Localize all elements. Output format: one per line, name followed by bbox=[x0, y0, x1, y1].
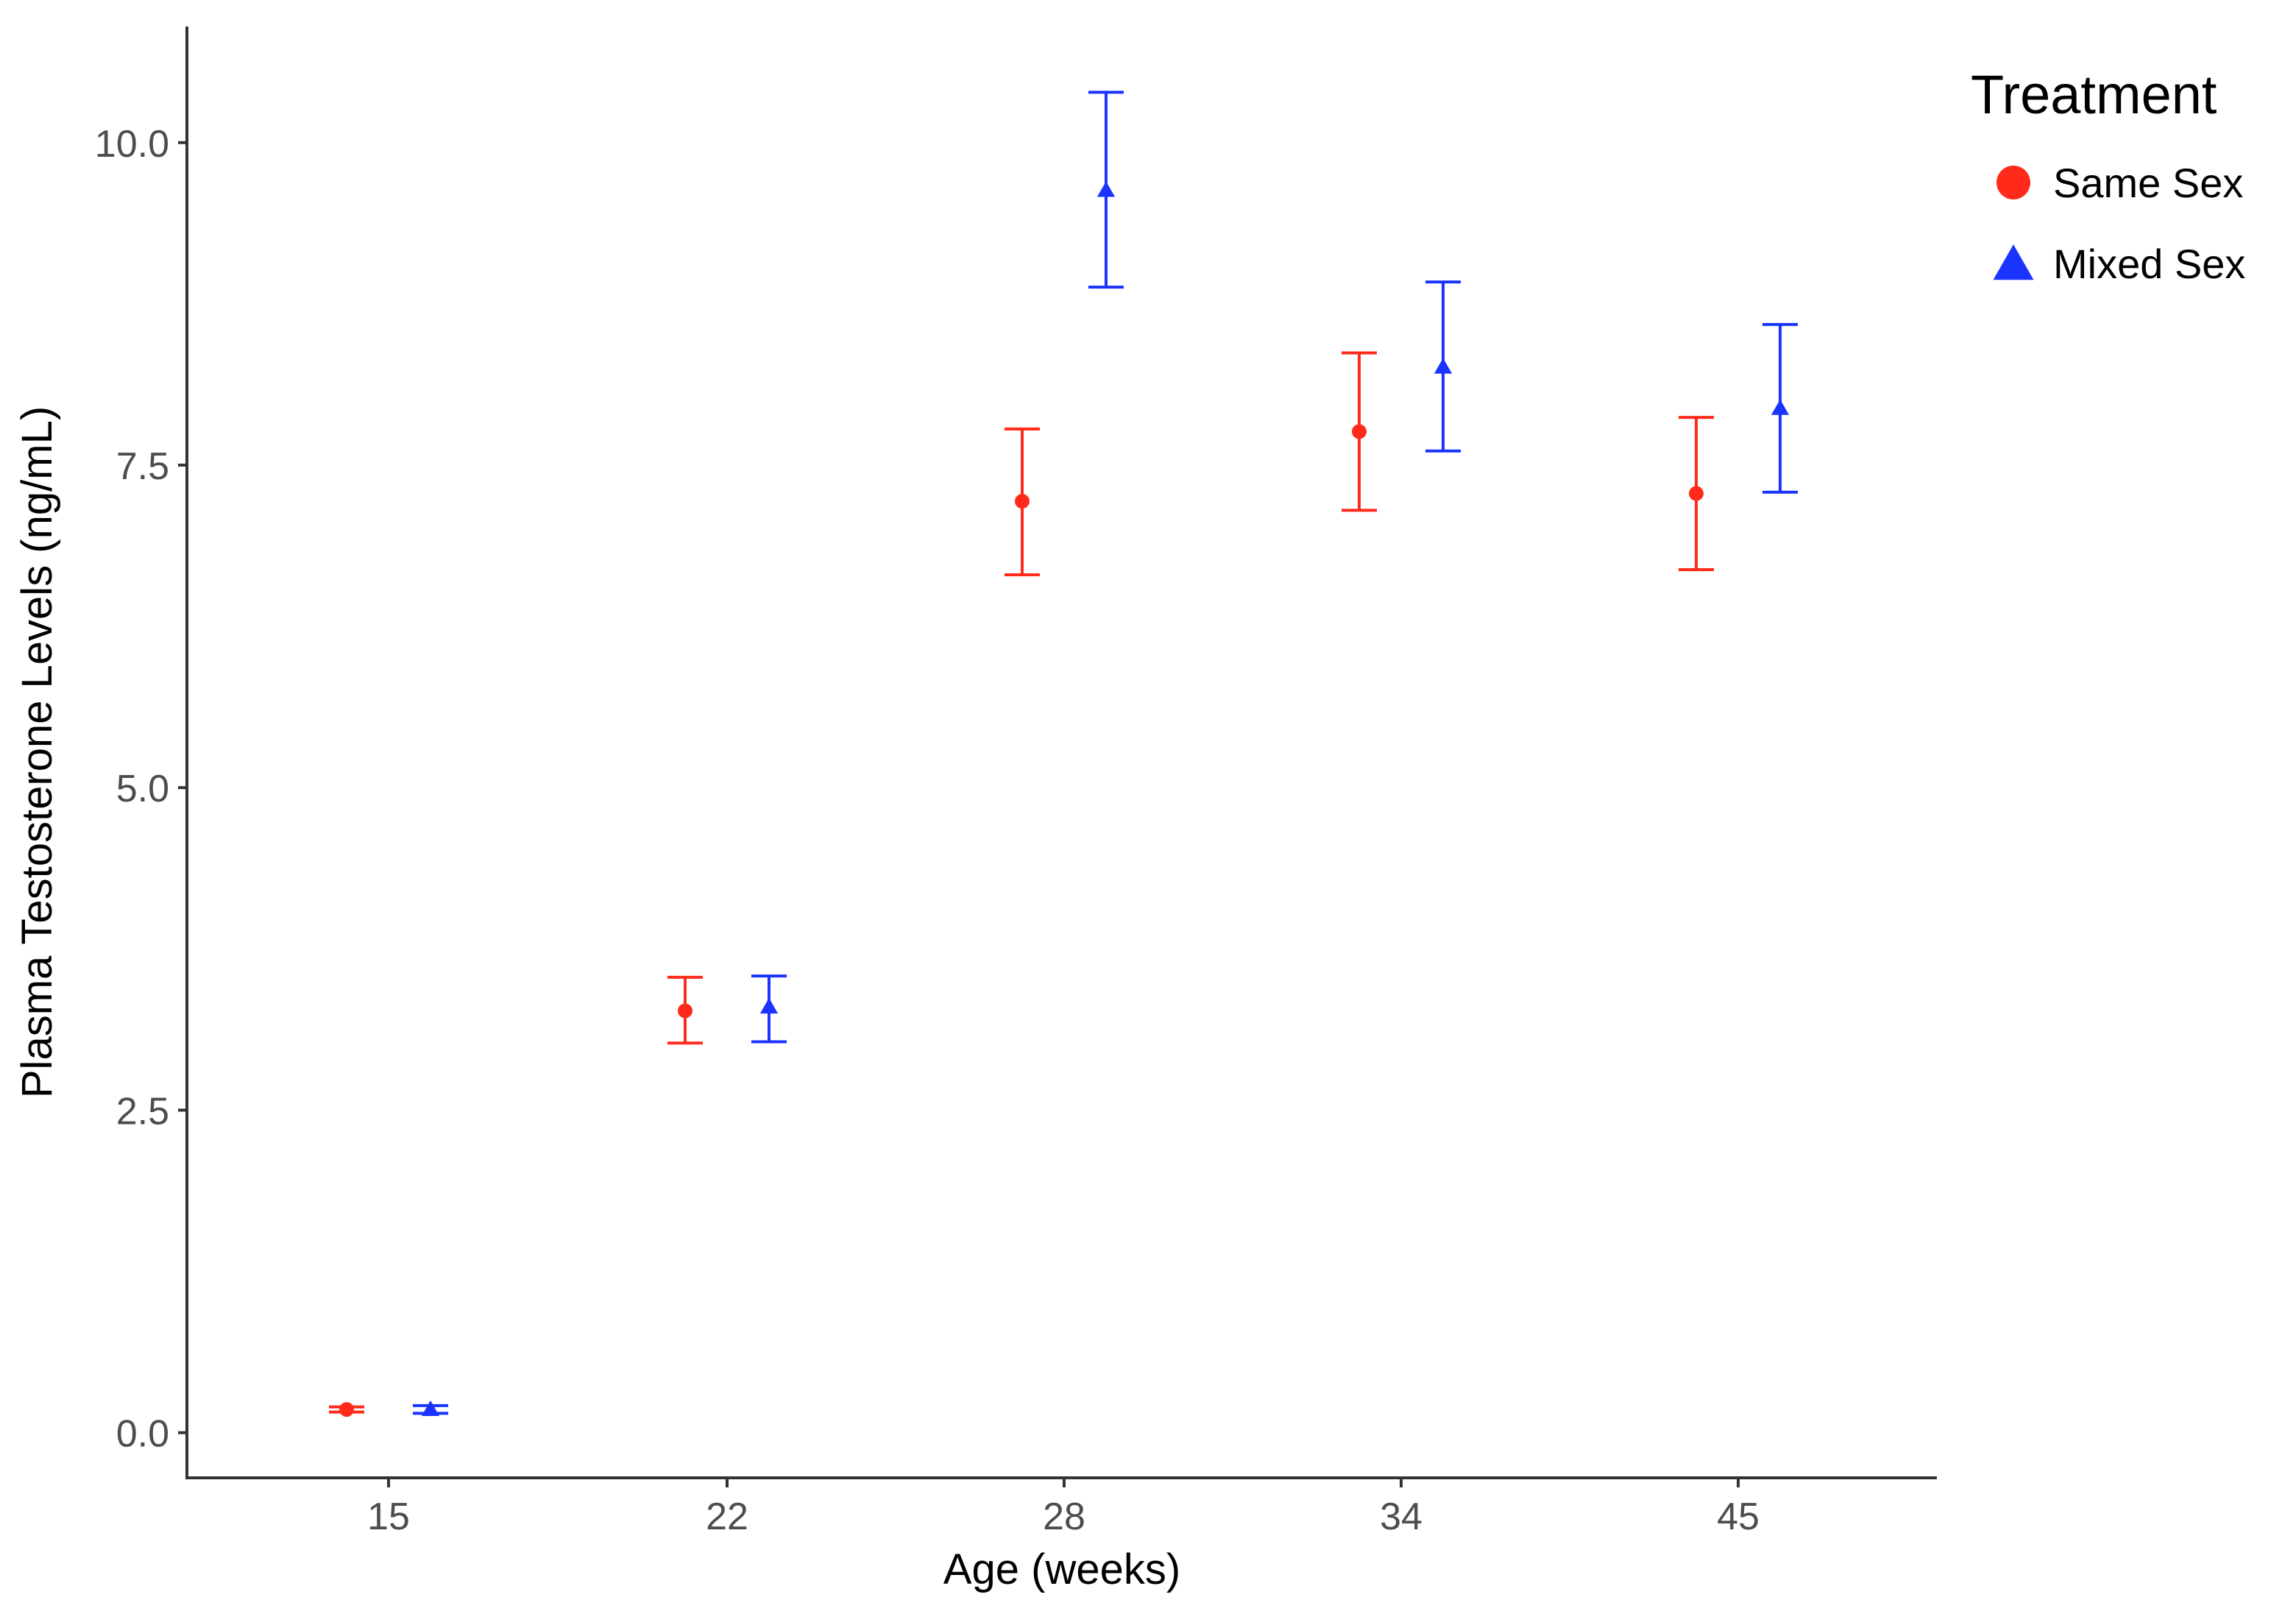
legend-key-circle bbox=[1996, 166, 2030, 199]
x-tick-label: 45 bbox=[1717, 1495, 1760, 1538]
legend-label: Same Sex bbox=[2053, 160, 2243, 206]
y-tick-label: 5.0 bbox=[116, 768, 169, 810]
data-point bbox=[678, 1003, 692, 1019]
x-tick-label: 22 bbox=[706, 1495, 748, 1538]
x-tick-label: 28 bbox=[1043, 1495, 1085, 1538]
data-point bbox=[1434, 358, 1453, 374]
series-mixed-sex bbox=[413, 91, 1798, 1417]
legend-items: Same Sex Mixed Sex bbox=[1993, 160, 2245, 287]
series-same-sex bbox=[329, 351, 1714, 1417]
data-point bbox=[339, 1402, 354, 1417]
y-tick-label: 10.0 bbox=[95, 123, 169, 166]
legend: Treatment Same Sex Mixed Sex bbox=[1971, 64, 2245, 287]
data-point bbox=[1771, 399, 1790, 415]
data-point bbox=[1352, 424, 1367, 439]
y-tick-label: 7.5 bbox=[116, 445, 169, 488]
x-ticks: 15 22 28 34 45 bbox=[367, 1478, 1760, 1538]
axes bbox=[185, 26, 1937, 1479]
x-axis-title: Age (weeks) bbox=[943, 1546, 1180, 1593]
data-point bbox=[1015, 494, 1030, 509]
x-tick-label: 15 bbox=[367, 1495, 410, 1538]
x-tick-label: 34 bbox=[1380, 1495, 1422, 1538]
legend-item-mixed-sex: Mixed Sex bbox=[1993, 241, 2245, 287]
y-tick-label: 0.0 bbox=[116, 1413, 169, 1456]
series-layer bbox=[329, 91, 1798, 1417]
legend-item-same-sex: Same Sex bbox=[1996, 160, 2243, 206]
y-ticks: 0.0 2.5 5.0 7.5 10.0 bbox=[95, 123, 187, 1456]
legend-title: Treatment bbox=[1971, 64, 2217, 125]
data-point bbox=[421, 1400, 440, 1417]
data-point bbox=[1096, 181, 1116, 197]
y-axis-title: Plasma Testosterone Levels (ng/mL) bbox=[13, 406, 61, 1098]
y-tick-label: 2.5 bbox=[116, 1090, 169, 1133]
legend-label: Mixed Sex bbox=[2053, 241, 2245, 287]
data-point bbox=[759, 997, 779, 1014]
data-point bbox=[1689, 486, 1704, 501]
legend-key-triangle bbox=[1993, 244, 2034, 280]
